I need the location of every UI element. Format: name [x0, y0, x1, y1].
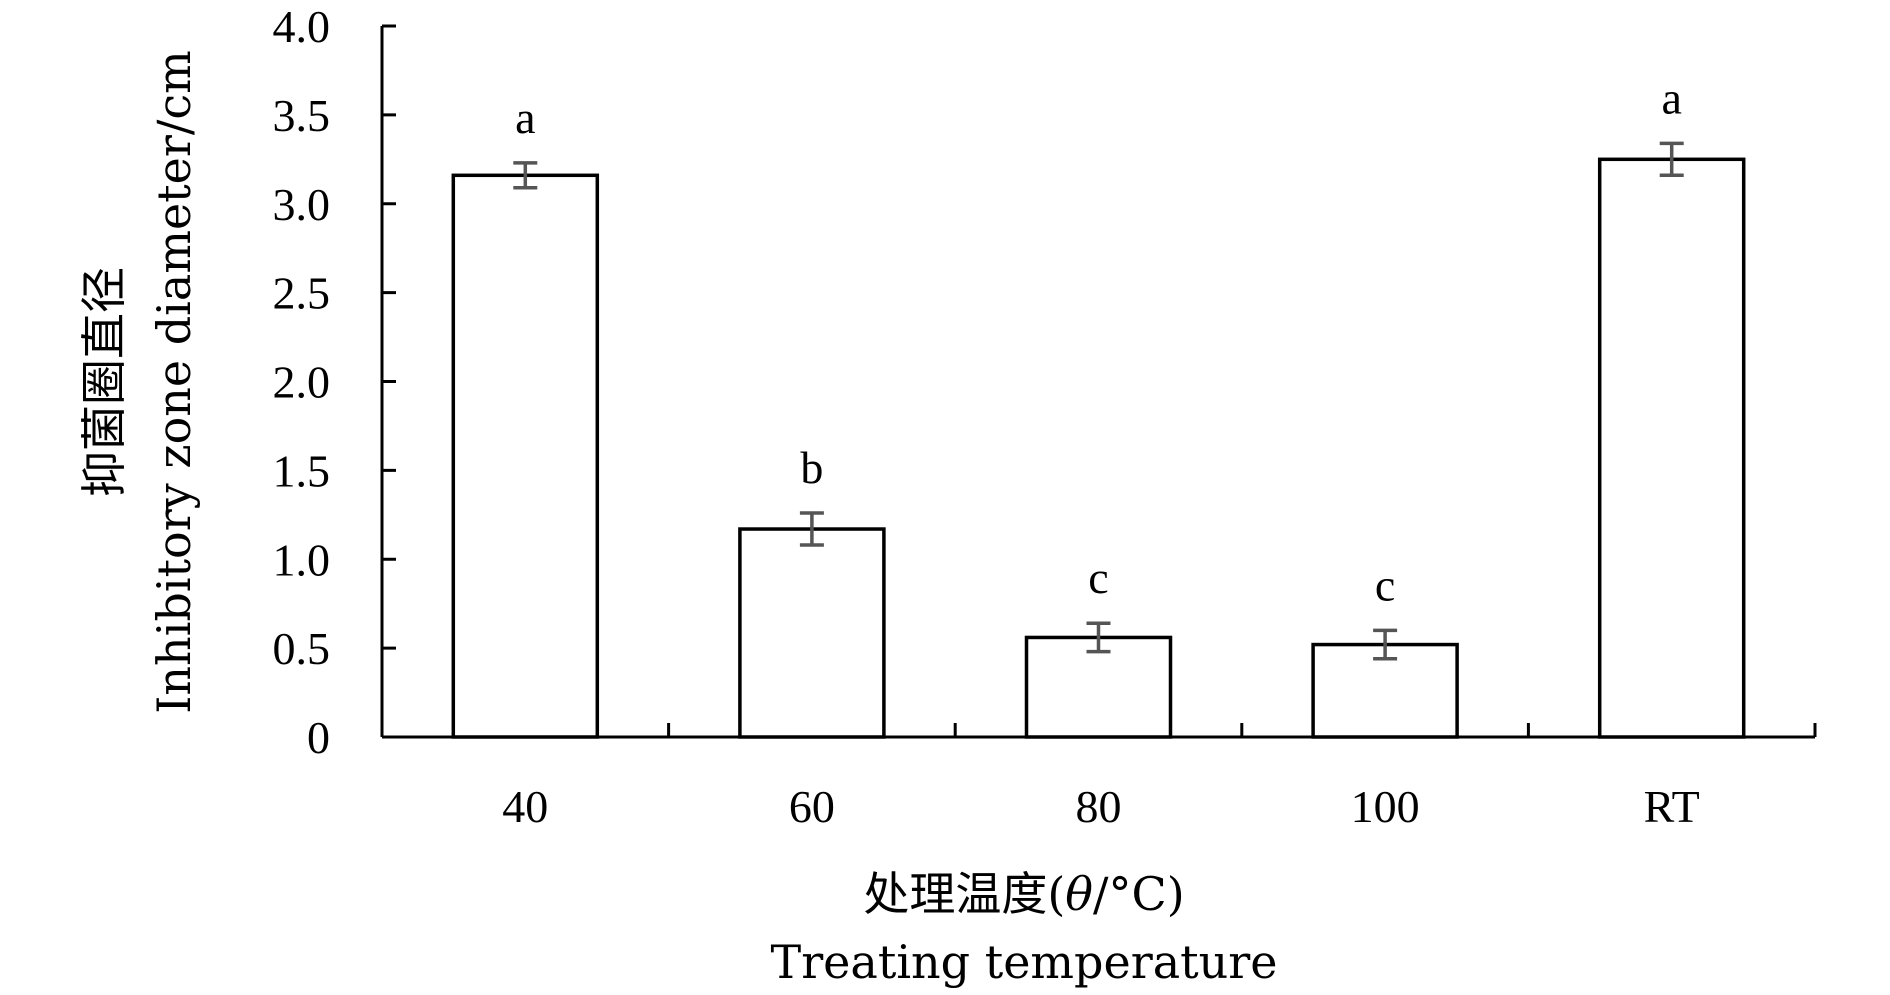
error-bar-60: [799, 511, 824, 547]
x-tick-label-100: 100: [1351, 781, 1420, 832]
y-axis-title: 抑菌圈直径 Inhibitory zone diameter/cm: [77, 50, 201, 713]
y-tick-label: 3.0: [273, 179, 331, 230]
y-axis-ticks: [382, 24, 396, 739]
y-tick-label: 0: [307, 712, 330, 763]
error-bar-40: [513, 161, 538, 190]
y-tick-label: 4.0: [273, 1, 331, 52]
y-tick-labels: 0 0.5 1.0 1.5 2.0 2.5 3.0 3.5 4.0: [273, 1, 331, 763]
x-axis-ticks: [667, 723, 1817, 737]
significance-label-RT: a: [1661, 72, 1681, 123]
error-bar-100: [1373, 628, 1398, 661]
error-bar-RT: [1659, 141, 1684, 178]
x-tick-label-40: 40: [502, 781, 548, 832]
significance-label-60: b: [800, 442, 823, 493]
x-tick-label-80: 80: [1076, 781, 1122, 832]
y-tick-label: 0.5: [273, 623, 331, 674]
bar-RT: [1597, 157, 1746, 739]
y-axis-title-line1: 抑菌圈直径: [77, 267, 131, 497]
significance-labels: a b c c a: [515, 72, 1682, 610]
x-axis-title-line2: Treating temperature: [771, 935, 1278, 989]
x-axis-title-suffix: /°C): [1093, 867, 1185, 921]
bar-80: [1024, 635, 1173, 739]
x-axis-title-line1: 处理温度(θ/°C): [863, 867, 1184, 921]
significance-label-40: a: [515, 92, 535, 143]
y-tick-label: 2.5: [273, 268, 331, 319]
x-axis-title-symbol: θ: [1065, 867, 1093, 921]
bar-60: [738, 527, 886, 739]
bars: [451, 157, 1746, 739]
significance-label-100: c: [1375, 559, 1395, 610]
y-axis-title-line2: Inhibitory zone diameter/cm: [147, 50, 201, 713]
x-axis-title-prefix: 处理温度(: [863, 867, 1065, 921]
x-tick-label-RT: RT: [1644, 781, 1700, 832]
y-tick-label: 1.5: [273, 445, 331, 496]
error-bar-80: [1086, 621, 1111, 654]
bar-40: [451, 173, 600, 739]
x-tick-label-60: 60: [789, 781, 835, 832]
y-tick-label: 3.5: [273, 90, 331, 141]
significance-label-80: c: [1088, 552, 1108, 603]
y-tick-label: 2.0: [273, 357, 331, 408]
y-tick-label: 1.0: [273, 534, 331, 585]
error-bars: [513, 141, 1684, 661]
x-tick-labels: 40 60 80 100 RT: [502, 781, 1699, 832]
